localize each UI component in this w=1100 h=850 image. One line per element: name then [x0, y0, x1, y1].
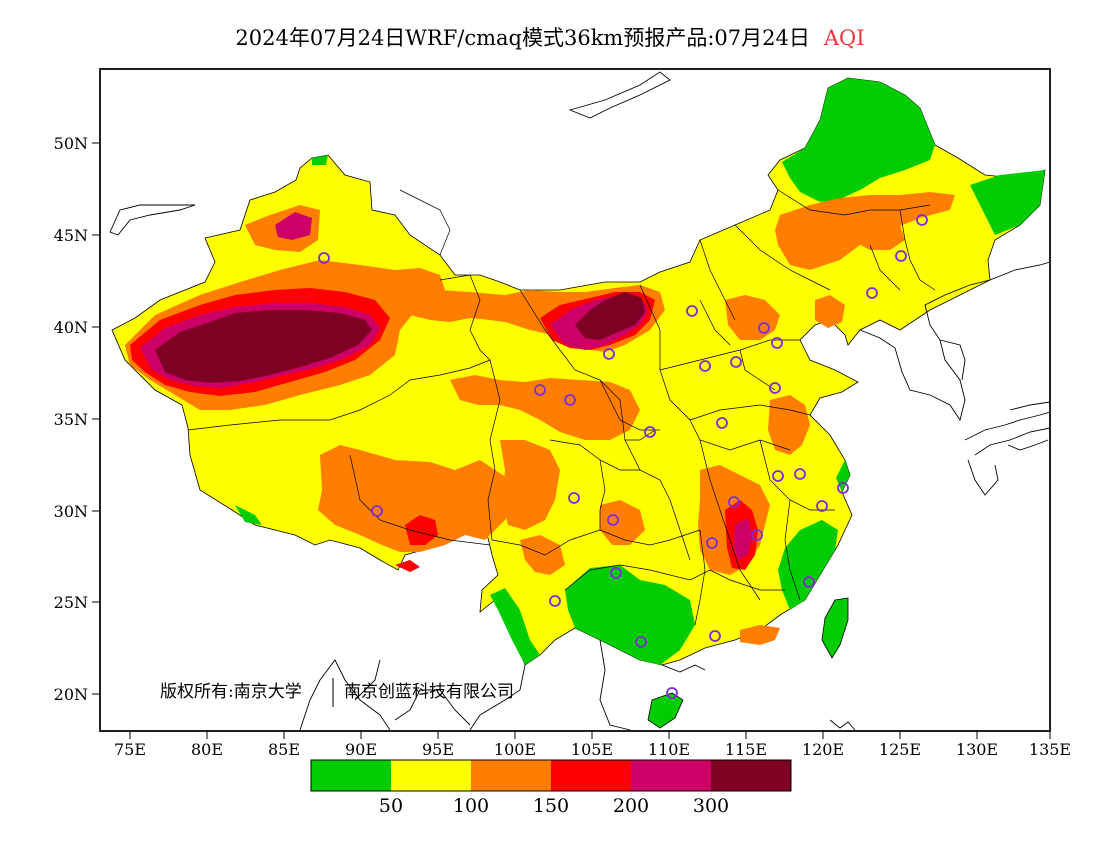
city-marker	[771, 337, 783, 349]
latitude-axis	[92, 142, 100, 695]
city-marker	[716, 417, 728, 429]
city-marker	[699, 360, 711, 372]
city-marker	[772, 470, 784, 482]
city-marker	[769, 382, 781, 394]
legend-swatch	[471, 760, 551, 791]
city-marker	[534, 384, 546, 396]
city-marker	[666, 687, 678, 699]
legend-label: 150	[533, 795, 569, 817]
lat-label: 50N	[54, 134, 88, 153]
lon-label: 80E	[191, 740, 223, 759]
lat-label: 45N	[54, 226, 88, 245]
lon-label: 95E	[422, 740, 454, 759]
city-marker	[730, 356, 742, 368]
legend-swatch	[711, 760, 791, 791]
lon-label: 120E	[802, 740, 844, 759]
legend-swatch	[631, 760, 711, 791]
province-boundaries	[187, 189, 936, 626]
lon-label: 105E	[571, 740, 613, 759]
copyright-text: 版权所有:南京大学 南京创蓝科技有限公司	[160, 678, 514, 707]
good-air-regions	[235, 78, 1045, 665]
legend-swatch	[551, 760, 631, 791]
city-marker	[916, 214, 928, 226]
legend-label: 50	[379, 795, 403, 817]
city-marker	[635, 636, 647, 648]
city-marker	[866, 287, 878, 299]
map-title: 2024年07月24日WRF/cmaq模式36km预报产品:07月24日 AQI	[0, 22, 1100, 52]
lat-label: 20N	[54, 685, 88, 704]
lon-label: 125E	[879, 740, 921, 759]
lon-label: 115E	[725, 740, 767, 759]
city-marker	[706, 537, 718, 549]
lon-label: 130E	[956, 740, 998, 759]
city-marker	[644, 426, 656, 438]
city-marker	[607, 514, 619, 526]
lat-label: 40N	[54, 318, 88, 337]
latitude-labels: 50N 45N 40N 35N 30N 25N 20N	[54, 134, 88, 704]
lat-label: 35N	[54, 410, 88, 429]
lon-label: 75E	[114, 740, 146, 759]
city-marker	[568, 492, 580, 504]
legend-swatch	[311, 760, 391, 791]
title-main: 2024年07月24日WRF/cmaq模式36km预报产品:07月24日	[235, 26, 810, 50]
copyright-left: 版权所有:南京大学	[160, 682, 302, 702]
city-marker	[803, 576, 815, 588]
longitude-labels: 75E 80E 85E 90E 95E 100E 105E 110E 115E …	[114, 740, 1071, 759]
title-variable: AQI	[823, 26, 865, 50]
lat-label: 25N	[54, 593, 88, 612]
city-marker	[603, 348, 615, 360]
city-marker	[549, 595, 561, 607]
legend-label: 100	[453, 795, 489, 817]
city-marker	[371, 505, 383, 517]
city-marker	[564, 394, 576, 406]
city-marker	[816, 500, 828, 512]
lon-label: 90E	[345, 740, 377, 759]
lon-label: 135E	[1029, 740, 1071, 759]
city-markers	[318, 214, 928, 699]
legend-swatch	[391, 760, 471, 791]
city-marker	[728, 496, 740, 508]
copyright-right: 南京创蓝科技有限公司	[344, 682, 514, 702]
legend-label: 200	[613, 795, 649, 817]
city-marker	[794, 468, 806, 480]
city-marker	[709, 630, 721, 642]
longitude-axis	[129, 731, 1051, 739]
lon-label: 100E	[494, 740, 536, 759]
city-marker	[610, 567, 622, 579]
lon-label: 110E	[648, 740, 690, 759]
city-marker	[686, 305, 698, 317]
taiwan-region	[821, 597, 849, 659]
neighbor-outlines	[109, 71, 1050, 731]
city-marker	[758, 322, 770, 334]
legend-label: 300	[693, 795, 729, 817]
city-marker	[751, 529, 763, 541]
hainan-region	[647, 692, 684, 729]
city-marker	[837, 482, 849, 494]
aqi-legend: 50 100 150 200 300	[310, 759, 792, 817]
city-marker	[318, 252, 330, 264]
hazardous-regions	[155, 292, 645, 383]
lat-label: 30N	[54, 502, 88, 521]
map-content	[109, 71, 1050, 731]
lon-label: 85E	[268, 740, 300, 759]
city-marker	[895, 250, 907, 262]
